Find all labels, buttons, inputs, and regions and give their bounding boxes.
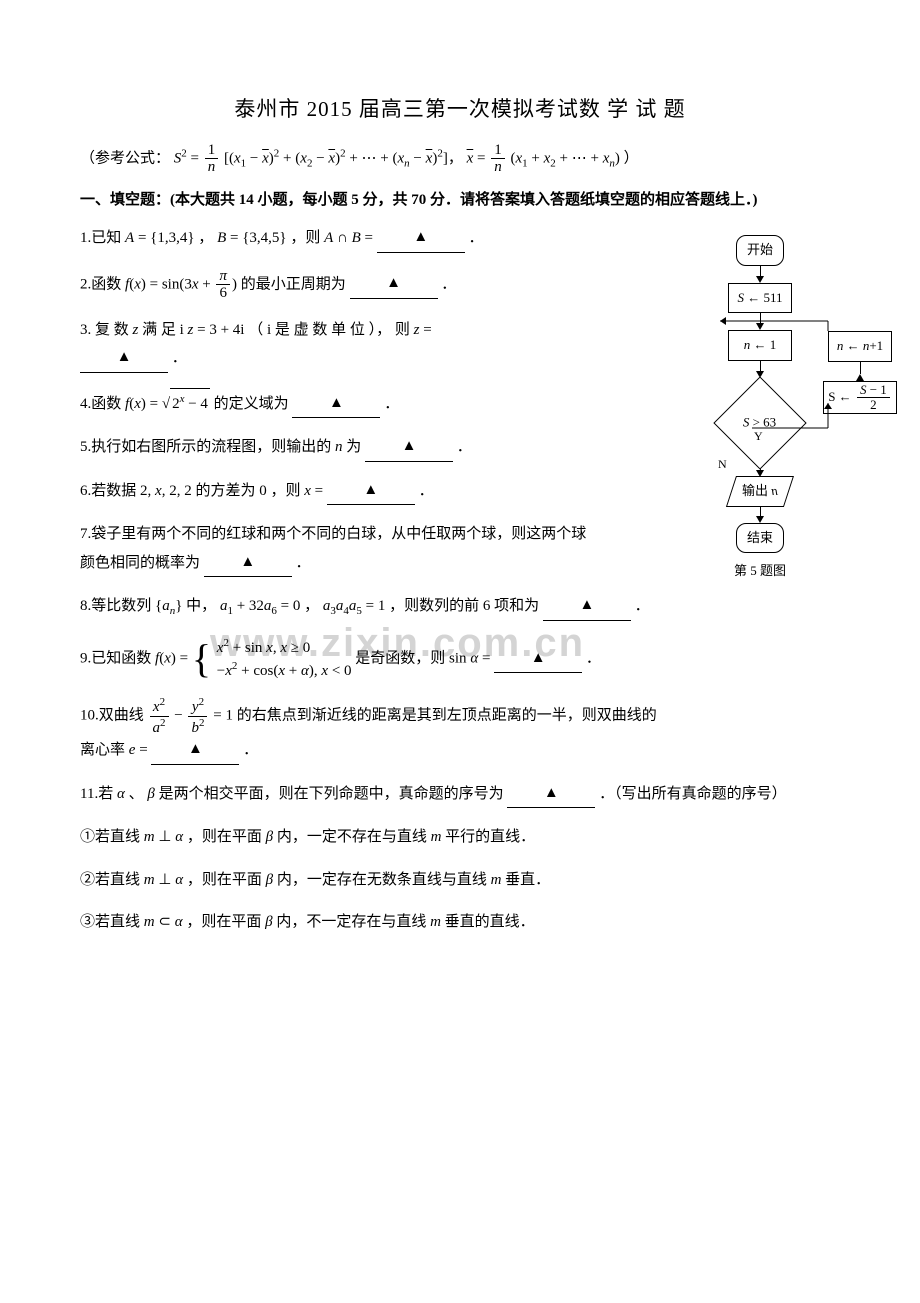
question-7: 7.袋子里有两个不同的红球和两个不同的白球，从中任取两个球，则这两个球颜色相同的… <box>80 520 600 578</box>
reference-formula: （参考公式： S2 = 1n [(x1 − x)2 + (x2 − x)2 + … <box>80 142 840 176</box>
question-8: 8.等比数列 {an} 中， a1 + 32a6 = 0 ， a3a4a5 = … <box>80 592 840 622</box>
q9-text-c: 是奇函数，则 <box>355 651 449 667</box>
q3-text-e: （ i 是 虚 数 单 位 ）， 则 <box>248 322 413 338</box>
question-11: 11.若 α 、 β 是两个相交平面，则在下列命题中，真命题的序号为 ▲ ．（写… <box>80 780 840 810</box>
p1-g: 平行的直线． <box>445 829 535 845</box>
formula-suffix: ） <box>624 150 639 166</box>
question-6: 6.若数据 2, x, 2, 2 的方差为 0 ，则 x = ▲ ． <box>80 477 600 507</box>
blank-marker: ▲ <box>544 784 559 801</box>
p2-e: 内，一定存在无数条直线与直线 <box>277 872 491 888</box>
period: ． <box>419 483 434 499</box>
answer-blank: ▲ <box>151 735 239 765</box>
period: ． <box>586 651 601 667</box>
page-title: 泰州市 2015 届高三第一次模拟考试数 学 试 题 <box>80 90 840 130</box>
answer-blank: ▲ <box>80 343 168 373</box>
p1-e: 内，一定不存在与直线 <box>277 829 431 845</box>
q10-text-d: 离心率 <box>80 742 129 758</box>
q8-text-e: ， <box>304 598 319 614</box>
question-10: 10.双曲线 x2a2 − y2b2 = 1 的右焦点到渐近线的距离是其到左顶点… <box>80 696 840 766</box>
p3-a: ③若直线 <box>80 914 144 930</box>
q1-text-e: ，则 <box>290 230 324 246</box>
answer-blank: ▲ <box>543 591 631 621</box>
blank-marker: ▲ <box>402 437 417 454</box>
blank-marker: ▲ <box>386 274 401 291</box>
period: ． <box>384 396 399 412</box>
blank-marker: ▲ <box>413 228 428 245</box>
q3-text-a: 3. 复 数 <box>80 322 133 338</box>
q3-text-c: 满 足 i <box>142 322 187 338</box>
q5-text-c: 为 <box>346 439 361 455</box>
proposition-1: ①若直线 m ⊥ α ，则在平面 β 内，一定不存在与直线 m 平行的直线． <box>80 823 840 852</box>
p3-c: ，则在平面 <box>186 914 265 930</box>
q8-text-c: 中， <box>186 598 216 614</box>
question-4: 4.函数 f(x) = √2x − 4 的定义域为 ▲ ． <box>80 388 600 420</box>
p1-c: ，则在平面 <box>187 829 266 845</box>
q2-text-a: 2.函数 <box>80 276 125 292</box>
period: ． <box>296 555 311 571</box>
q11-text-f: ．（写出所有真命题的序号） <box>599 786 787 802</box>
period: ． <box>243 742 258 758</box>
p2-c: ，则在平面 <box>187 872 266 888</box>
answer-blank: ▲ <box>327 476 415 506</box>
q10-text-a: 10.双曲线 <box>80 708 148 724</box>
blank-marker: ▲ <box>579 596 594 613</box>
question-3: 3. 复 数 z 满 足 i z = 3 + 4i （ i 是 虚 数 单 位 … <box>80 316 600 374</box>
answer-blank: ▲ <box>507 779 595 809</box>
blank-marker: ▲ <box>188 740 203 757</box>
proposition-3: ③若直线 m ⊂ α ，则在平面 β 内，不一定存在与直线 m 垂直的直线． <box>80 908 840 937</box>
blank-marker: ▲ <box>329 394 344 411</box>
q5-text-a: 5.执行如右图所示的流程图，则输出的 <box>80 439 335 455</box>
q6-text-a: 6.若数据 <box>80 483 140 499</box>
q1-text-c: ， <box>198 230 213 246</box>
p2-g: 垂直． <box>505 872 550 888</box>
blank-marker: ▲ <box>117 348 132 365</box>
q8-text-a: 8.等比数列 <box>80 598 155 614</box>
answer-blank: ▲ <box>292 389 380 419</box>
section-heading: 一、填空题：(本大题共 14 小题，每小题 5 分，共 70 分．请将答案填入答… <box>80 186 840 215</box>
q4-text-c: 的定义域为 <box>214 396 289 412</box>
q11-text-c: 、 <box>129 786 144 802</box>
blank-marker: ▲ <box>531 649 546 666</box>
q1-text-a: 1.已知 <box>80 230 125 246</box>
period: ． <box>635 598 650 614</box>
answer-blank: ▲ <box>494 644 582 674</box>
answer-blank: ▲ <box>365 432 453 462</box>
question-2: 2.函数 f(x) = sin(3x + π6) 的最小正周期为 ▲ ． <box>80 268 600 302</box>
period: ． <box>469 230 484 246</box>
q4-text-a: 4.函数 <box>80 396 125 412</box>
blank-marker: ▲ <box>240 553 255 570</box>
answer-blank: ▲ <box>204 548 292 578</box>
question-5: 5.执行如右图所示的流程图，则输出的 n 为 ▲ ． <box>80 433 600 463</box>
p2-a: ②若直线 <box>80 872 144 888</box>
q11-text-e: 是两个相交平面，则在下列命题中，真命题的序号为 <box>159 786 504 802</box>
p3-e: 内，不一定存在与直线 <box>276 914 430 930</box>
q7-text-a: 7.袋子里有两个不同的红球和两个不同的白球，从中任取两个球，则这两个球颜色相同的… <box>80 526 586 571</box>
formula-prefix: （参考公式： <box>80 150 170 166</box>
blank-marker: ▲ <box>363 481 378 498</box>
p3-g: 垂直的直线． <box>445 914 535 930</box>
question-1: 1.已知 A = {1,3,4} ， B = {3,4,5} ，则 A ∩ B … <box>80 224 600 254</box>
period: ． <box>457 439 472 455</box>
period: ． <box>441 276 456 292</box>
answer-blank: ▲ <box>350 269 438 299</box>
q9-text-a: 9.已知函数 <box>80 651 155 667</box>
q10-text-c: 的右焦点到渐近线的距离是其到左顶点距离的一半，则双曲线的 <box>237 708 657 724</box>
proposition-2: ②若直线 m ⊥ α ，则在平面 β 内，一定存在无数条直线与直线 m 垂直． <box>80 866 840 895</box>
q2-text-c: 的最小正周期为 <box>241 276 346 292</box>
q6-text-c: 的方差为 0 ，则 <box>195 483 304 499</box>
answer-blank: ▲ <box>377 223 465 253</box>
question-9: 9.已知函数 f(x) = { x2 + sin x, x ≥ 0 −x2 + … <box>80 636 840 682</box>
p1-a: ①若直线 <box>80 829 144 845</box>
q11-text-a: 11.若 <box>80 786 117 802</box>
q8-text-g: ，则数列的前 6 项和为 <box>389 598 539 614</box>
period: ． <box>172 350 187 366</box>
